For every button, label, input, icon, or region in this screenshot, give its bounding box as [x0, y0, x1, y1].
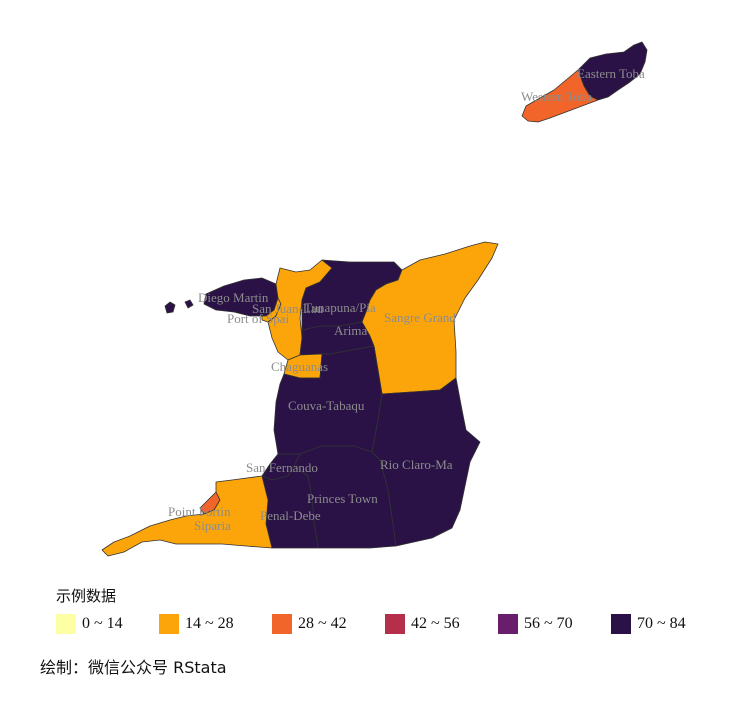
legend-item: 0 ~ 14: [56, 611, 123, 637]
label-san-juan-lau: San Juan-Lau: [252, 301, 324, 316]
label-eastern-toba: Eastern Toba: [577, 66, 645, 81]
legend-swatch: [159, 614, 179, 634]
legend-item: 70 ~ 84: [611, 611, 686, 637]
legend-item: 56 ~ 70: [498, 611, 573, 637]
label-tunapuna-pia: Tunapuna/Pia: [304, 300, 376, 315]
legend-label: 28 ~ 42: [298, 615, 347, 632]
legend-label: 70 ~ 84: [637, 615, 686, 632]
label-penal-debe: Penal-Debe: [260, 508, 321, 523]
label-arima: Arima: [334, 323, 367, 338]
region-western-toba: [521, 69, 599, 123]
region-siparia: [101, 475, 273, 557]
legend-item: 28 ~ 42: [272, 611, 347, 637]
legend-label: 42 ~ 56: [411, 615, 460, 632]
label-rio-claro-ma: Rio Claro-Ma: [380, 457, 453, 472]
choropleth-map: Eastern Toba Western Toba Diego Martin S…: [101, 41, 648, 557]
legend-title: 示例数据: [56, 587, 117, 605]
label-couva-tabaqu: Couva-Tabaqu: [288, 398, 365, 413]
legend-swatch: [272, 614, 292, 634]
region-san-juan-lau: [267, 259, 333, 361]
legend-label: 56 ~ 70: [524, 615, 573, 632]
legend-swatch: [611, 614, 631, 634]
label-western-toba: Western Toba: [521, 89, 592, 104]
label-siparia: Siparia: [194, 518, 231, 533]
legend-label: 0 ~ 14: [82, 615, 123, 632]
label-princes-town: Princes Town: [307, 491, 378, 506]
region-diego-martin-islet-2: [184, 299, 194, 309]
label-san-fernando: San Fernando: [246, 460, 318, 475]
legend-item: 14 ~ 28: [159, 611, 234, 637]
legend-item: 42 ~ 56: [385, 611, 460, 637]
legend-swatch: [56, 614, 76, 634]
legend-swatch: [385, 614, 405, 634]
legend: 0 ~ 14 14 ~ 28 28 ~ 42 42 ~ 56 56 ~ 70 7…: [56, 611, 746, 637]
label-diego-martin: Diego Martin: [198, 290, 269, 305]
caption: 绘制：微信公众号 RStata: [40, 658, 227, 677]
label-chaguanas: Chaguanas: [271, 359, 328, 374]
label-port-of-spai: Port of Spai: [227, 311, 290, 326]
region-diego-martin-islet-1: [164, 301, 176, 314]
legend-label: 14 ~ 28: [185, 615, 234, 632]
legend-swatch: [498, 614, 518, 634]
label-sangre-grand: Sangre Grand: [384, 310, 456, 325]
label-point-fortin: Point Fortin: [168, 504, 231, 519]
